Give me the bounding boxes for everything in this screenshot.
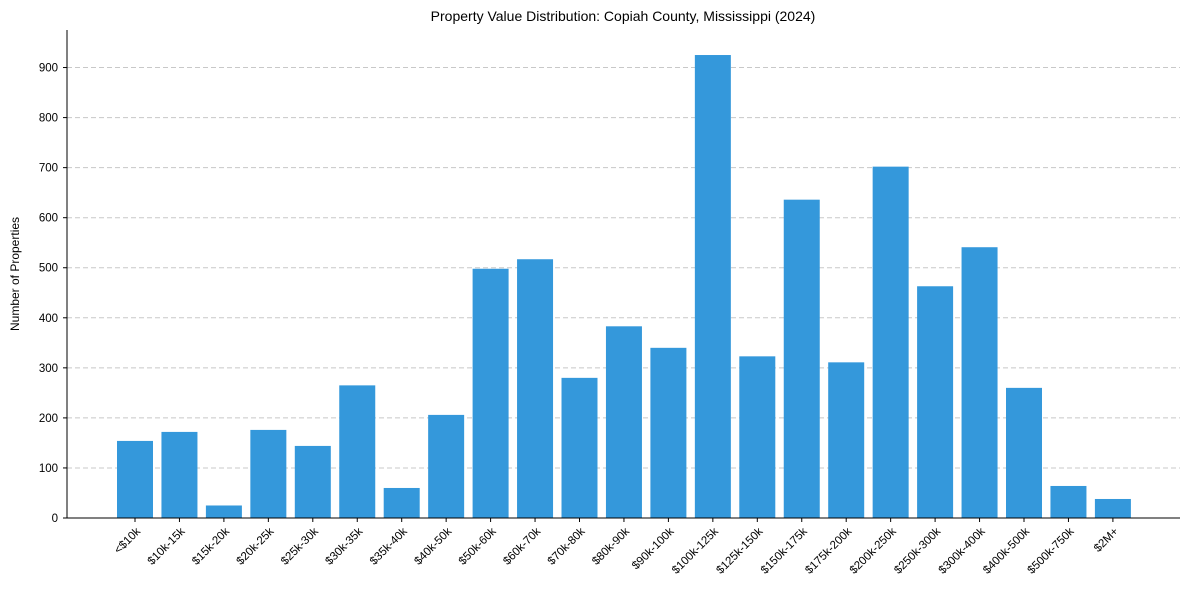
y-tick-label: 800 [39, 113, 58, 125]
x-tick-label: $70k-80k [546, 525, 588, 567]
bar [783, 199, 820, 519]
x-tick-label: $40k-50k [412, 525, 454, 567]
x-tick-label: $125k-150k [714, 525, 765, 576]
bar [872, 166, 909, 518]
x-tick-label: $400k-500k [981, 525, 1032, 576]
x-tick-label: <$10k [112, 525, 143, 556]
bar [161, 431, 198, 518]
x-tick-label: $50k-60k [457, 525, 499, 567]
x-tick-label: $150k-175k [759, 525, 810, 576]
x-tick-label: $25k-30k [279, 525, 321, 567]
y-tick-label: 600 [39, 213, 58, 225]
bar [828, 362, 865, 518]
bar [1050, 485, 1087, 518]
bar [428, 414, 465, 518]
bar [1094, 498, 1131, 518]
bar [383, 487, 420, 518]
x-tick-label: $35k-40k [368, 525, 410, 567]
x-tick-label: $2M+ [1092, 525, 1121, 554]
bar [561, 377, 598, 518]
chart-title: Property Value Distribution: Copiah Coun… [431, 8, 816, 24]
bar [517, 259, 554, 518]
x-tick-label: $20k-25k [235, 525, 277, 567]
x-tick-label: $15k-20k [190, 525, 232, 567]
bar [961, 247, 998, 518]
y-tick-label: 900 [39, 63, 58, 75]
x-tick-label: $60k-70k [501, 525, 543, 567]
y-tick-label: 500 [39, 263, 58, 275]
y-tick-label: 400 [39, 313, 58, 325]
y-tick-label: 100 [39, 463, 58, 475]
x-tick-label: $80k-90k [590, 525, 632, 567]
bar [917, 286, 954, 518]
y-tick-label: 300 [39, 363, 58, 375]
bars [117, 55, 1131, 519]
bar [205, 505, 242, 518]
x-tick-label: $250k-300k [892, 525, 943, 576]
bar [1006, 387, 1042, 518]
bar [250, 429, 287, 518]
bar [294, 445, 331, 518]
y-tick-label: 0 [52, 513, 58, 525]
x-tick-label: $500k-750k [1026, 525, 1077, 576]
bar [117, 440, 153, 518]
x-tick-label: $90k-100k [630, 525, 677, 572]
bar [605, 326, 642, 518]
x-tick-label: $300k-400k [937, 525, 988, 576]
y-ticks: 0 100 200 300 400 500 600 700 800 900 [39, 63, 67, 525]
x-tick-label: $100k-125k [670, 525, 721, 576]
bar [739, 356, 776, 518]
x-tick-label: $200k-250k [848, 525, 899, 576]
bar [650, 347, 687, 518]
bar [339, 385, 376, 518]
x-tick-label: $30k-35k [323, 525, 365, 567]
y-axis-label: Number of Properties [8, 217, 22, 331]
x-ticks: <$10k $10k-15k $15k-20k $20k-25k $25k-30k $30… [112, 518, 1121, 577]
bar [472, 268, 509, 518]
y-tick-label: 700 [39, 163, 58, 175]
x-tick-label: $10k-15k [146, 525, 188, 567]
bar [694, 55, 731, 519]
y-tick-label: 200 [39, 413, 58, 425]
x-tick-label: $175k-200k [803, 525, 854, 576]
